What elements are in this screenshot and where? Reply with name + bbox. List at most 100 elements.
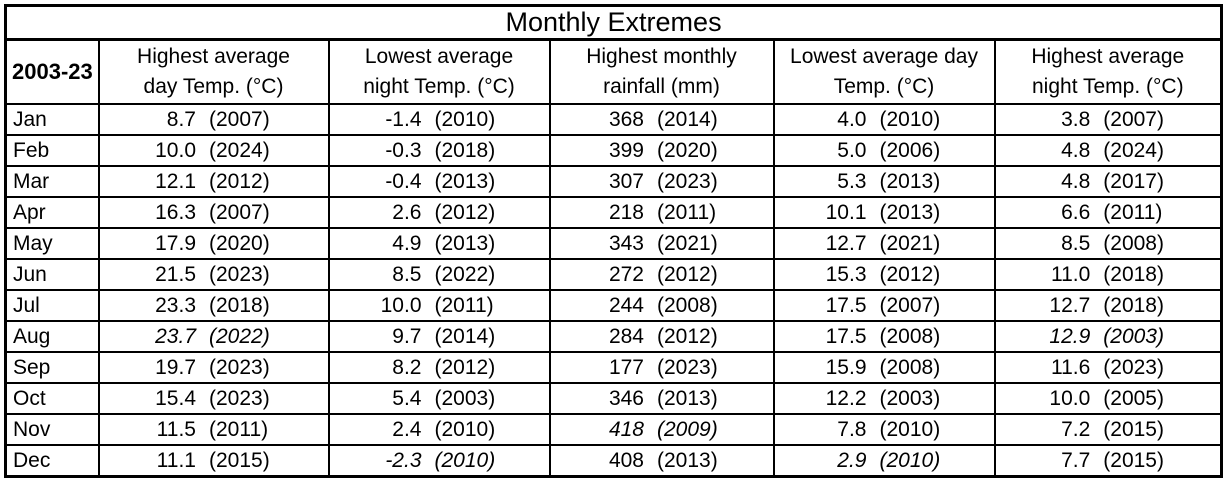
value-year-pair: 177 (2023)	[594, 356, 729, 380]
cell-value: -0.3	[385, 138, 422, 162]
value-year-pair: 7.2 (2015)	[1040, 418, 1175, 442]
cell-year: (2023)	[1103, 355, 1164, 379]
cell-value: 408	[608, 448, 644, 472]
table-cell: 272 (2012)	[548, 258, 775, 291]
cell-year: (2003)	[1103, 324, 1164, 348]
table-cell: 21.5 (2023)	[97, 258, 330, 291]
cell-value: 15.3	[825, 262, 867, 286]
cell-year: (2010)	[879, 448, 941, 472]
column-header-2: Highest monthly rainfall (mm)	[548, 38, 775, 105]
cell-year: (2020)	[657, 138, 718, 162]
column-header-line: Highest monthly	[586, 45, 737, 69]
table-cell: 9.7 (2014)	[327, 320, 551, 353]
cell-year: (2010)	[879, 417, 941, 441]
cell-year: (2012)	[434, 355, 496, 379]
table-cell: -0.3 (2018)	[327, 134, 551, 167]
value-year-pair: 15.3 (2012)	[817, 263, 952, 287]
value-year-pair: 7.8 (2010)	[817, 418, 952, 442]
cell-value: 15.4	[155, 386, 196, 410]
value-year-pair: 11.1 (2015)	[146, 449, 281, 473]
value-year-pair: 284 (2012)	[594, 325, 729, 349]
cell-value: 307	[608, 169, 644, 193]
value-year-pair: 12.7 (2021)	[817, 232, 952, 256]
column-header-line: Highest average	[137, 45, 290, 69]
cell-value: 2.6	[392, 200, 422, 224]
month-label: Oct	[4, 382, 100, 415]
cell-value: 10.0	[380, 293, 422, 317]
value-year-pair: 7.7 (2015)	[1040, 449, 1175, 473]
cell-value: 177	[608, 355, 644, 379]
month-label: Aug	[4, 320, 100, 353]
value-year-pair: 10.0 (2005)	[1040, 387, 1175, 411]
value-year-pair: 19.7 (2023)	[146, 356, 281, 380]
cell-value: 2.4	[392, 417, 422, 441]
cell-value: 17.9	[155, 231, 196, 255]
value-year-pair: 12.7 (2018)	[1040, 294, 1175, 318]
table-cell: 5.0 (2006)	[772, 134, 996, 167]
table-cell: 12.7 (2021)	[772, 227, 996, 260]
cell-value: 4.8	[1061, 138, 1091, 162]
value-year-pair: 21.5 (2023)	[146, 263, 281, 287]
cell-value: 8.7	[166, 107, 196, 131]
cell-value: -2.3	[385, 448, 422, 472]
month-label: Nov	[4, 413, 100, 446]
title-row: Monthly Extremes	[4, 4, 1223, 41]
table-cell: 368 (2014)	[548, 103, 775, 136]
value-year-pair: 218 (2011)	[594, 201, 729, 225]
cell-value: 10.0	[155, 138, 196, 162]
value-year-pair: 17.5 (2007)	[817, 294, 952, 318]
cell-year: (2021)	[879, 231, 941, 255]
cell-year: (2018)	[209, 293, 270, 317]
monthly-extremes-table: Monthly Extremes 2003-23 Highest average…	[4, 4, 1224, 478]
value-year-pair: 17.9 (2020)	[146, 232, 281, 256]
value-year-pair: -0.4 (2013)	[372, 170, 507, 194]
cell-year: (2024)	[1103, 138, 1164, 162]
table-cell: 11.0 (2018)	[993, 258, 1223, 291]
cell-value: 7.2	[1061, 417, 1091, 441]
table-cell: 12.1 (2012)	[97, 165, 330, 198]
table-cell: 11.1 (2015)	[97, 444, 330, 478]
value-year-pair: 10.0 (2011)	[372, 294, 507, 318]
cell-year: (2018)	[434, 138, 496, 162]
column-header-line: night Temp. (°C)	[1032, 75, 1184, 98]
cell-value: 19.7	[155, 355, 196, 379]
value-year-pair: 4.0 (2010)	[817, 108, 952, 132]
cell-value: 17.5	[825, 324, 867, 348]
table-row-may: May 17.9 (2020) 4.9 (2013) 343 (2021) 12.7 (2021…	[4, 227, 1223, 260]
table-cell: 17.9 (2020)	[97, 227, 330, 260]
value-year-pair: -0.3 (2018)	[372, 139, 507, 163]
column-header-line: rainfall (mm)	[603, 75, 720, 98]
cell-value: 11.0	[1050, 262, 1091, 286]
cell-year: (2011)	[209, 417, 269, 441]
cell-year: (2008)	[879, 324, 941, 348]
value-year-pair: 8.2 (2012)	[372, 356, 507, 380]
table-cell: 10.0 (2005)	[993, 382, 1223, 415]
table-cell: 6.6 (2011)	[993, 196, 1223, 229]
cell-value: 5.3	[837, 169, 867, 193]
cell-value: 2.9	[837, 448, 867, 472]
table-cell: 244 (2008)	[548, 289, 775, 322]
cell-year: (2023)	[209, 386, 270, 410]
value-year-pair: 6.6 (2011)	[1040, 201, 1175, 225]
cell-year: (2007)	[1103, 107, 1164, 131]
table-cell: 12.2 (2003)	[772, 382, 996, 415]
cell-value: 4.9	[392, 231, 422, 255]
value-year-pair: 15.9 (2008)	[817, 356, 952, 380]
value-year-pair: 368 (2014)	[594, 108, 729, 132]
column-header-line: Highest average	[1031, 45, 1185, 69]
column-header-0: Highest average day Temp. (°C)	[97, 38, 330, 105]
table-row-dec: Dec 11.1 (2015) -2.3 (2010) 408 (2013) 2.9 (2010…	[4, 444, 1223, 478]
cell-value: -0.4	[385, 169, 422, 193]
cell-year: (2013)	[434, 169, 496, 193]
table-cell: 5.3 (2013)	[772, 165, 996, 198]
table-cell: 7.2 (2015)	[993, 413, 1223, 446]
cell-value: 12.1	[155, 169, 196, 193]
table-row-jun: Jun 21.5 (2023) 8.5 (2022) 272 (2012) 15.3 (2012…	[4, 258, 1223, 291]
cell-value: 5.4	[392, 386, 422, 410]
cell-year: (2013)	[879, 200, 941, 224]
value-year-pair: 307 (2023)	[594, 170, 729, 194]
table-cell: -2.3 (2010)	[327, 444, 551, 478]
cell-year: (2007)	[209, 107, 270, 131]
cell-value: 12.7	[1049, 293, 1091, 317]
